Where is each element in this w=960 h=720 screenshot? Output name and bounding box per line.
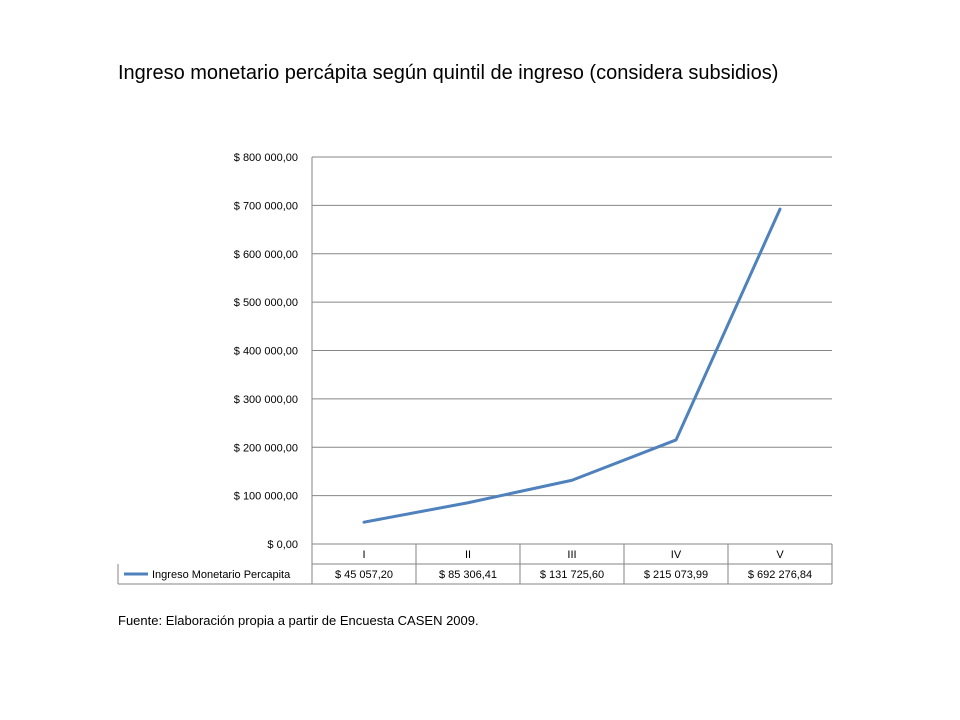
series-line — [362, 207, 782, 524]
data-table-value: $ 45 057,20 — [335, 569, 393, 581]
y-tick-label: $ 400 000,00 — [234, 346, 298, 358]
y-tick-label: $ 600 000,00 — [234, 249, 298, 261]
legend-label: Ingreso Monetario Percapita — [152, 569, 291, 581]
x-category-label: V — [776, 549, 784, 561]
y-tick-label: $ 800 000,00 — [234, 152, 298, 164]
x-category-label: IV — [671, 549, 682, 561]
data-table-value: $ 692 276,84 — [748, 569, 812, 581]
y-tick-label: $ 500 000,00 — [234, 297, 298, 309]
y-tick-label: $ 200 000,00 — [234, 442, 298, 454]
y-tick-label: $ 700 000,00 — [234, 200, 298, 212]
data-table-value: $ 85 306,41 — [439, 569, 497, 581]
source-note: Fuente: Elaboración propia a partir de E… — [118, 613, 479, 628]
chart-title: Ingreso monetario percápita según quinti… — [118, 62, 779, 84]
x-category-label: II — [465, 549, 471, 561]
y-tick-label: $ 0,00 — [267, 539, 298, 551]
x-category-label: I — [362, 549, 365, 561]
data-table-value: $ 131 725,60 — [540, 569, 604, 581]
data-table-value: $ 215 073,99 — [644, 569, 708, 581]
y-tick-label: $ 300 000,00 — [234, 394, 298, 406]
y-tick-label: $ 100 000,00 — [234, 491, 298, 503]
x-category-label: III — [567, 549, 576, 561]
